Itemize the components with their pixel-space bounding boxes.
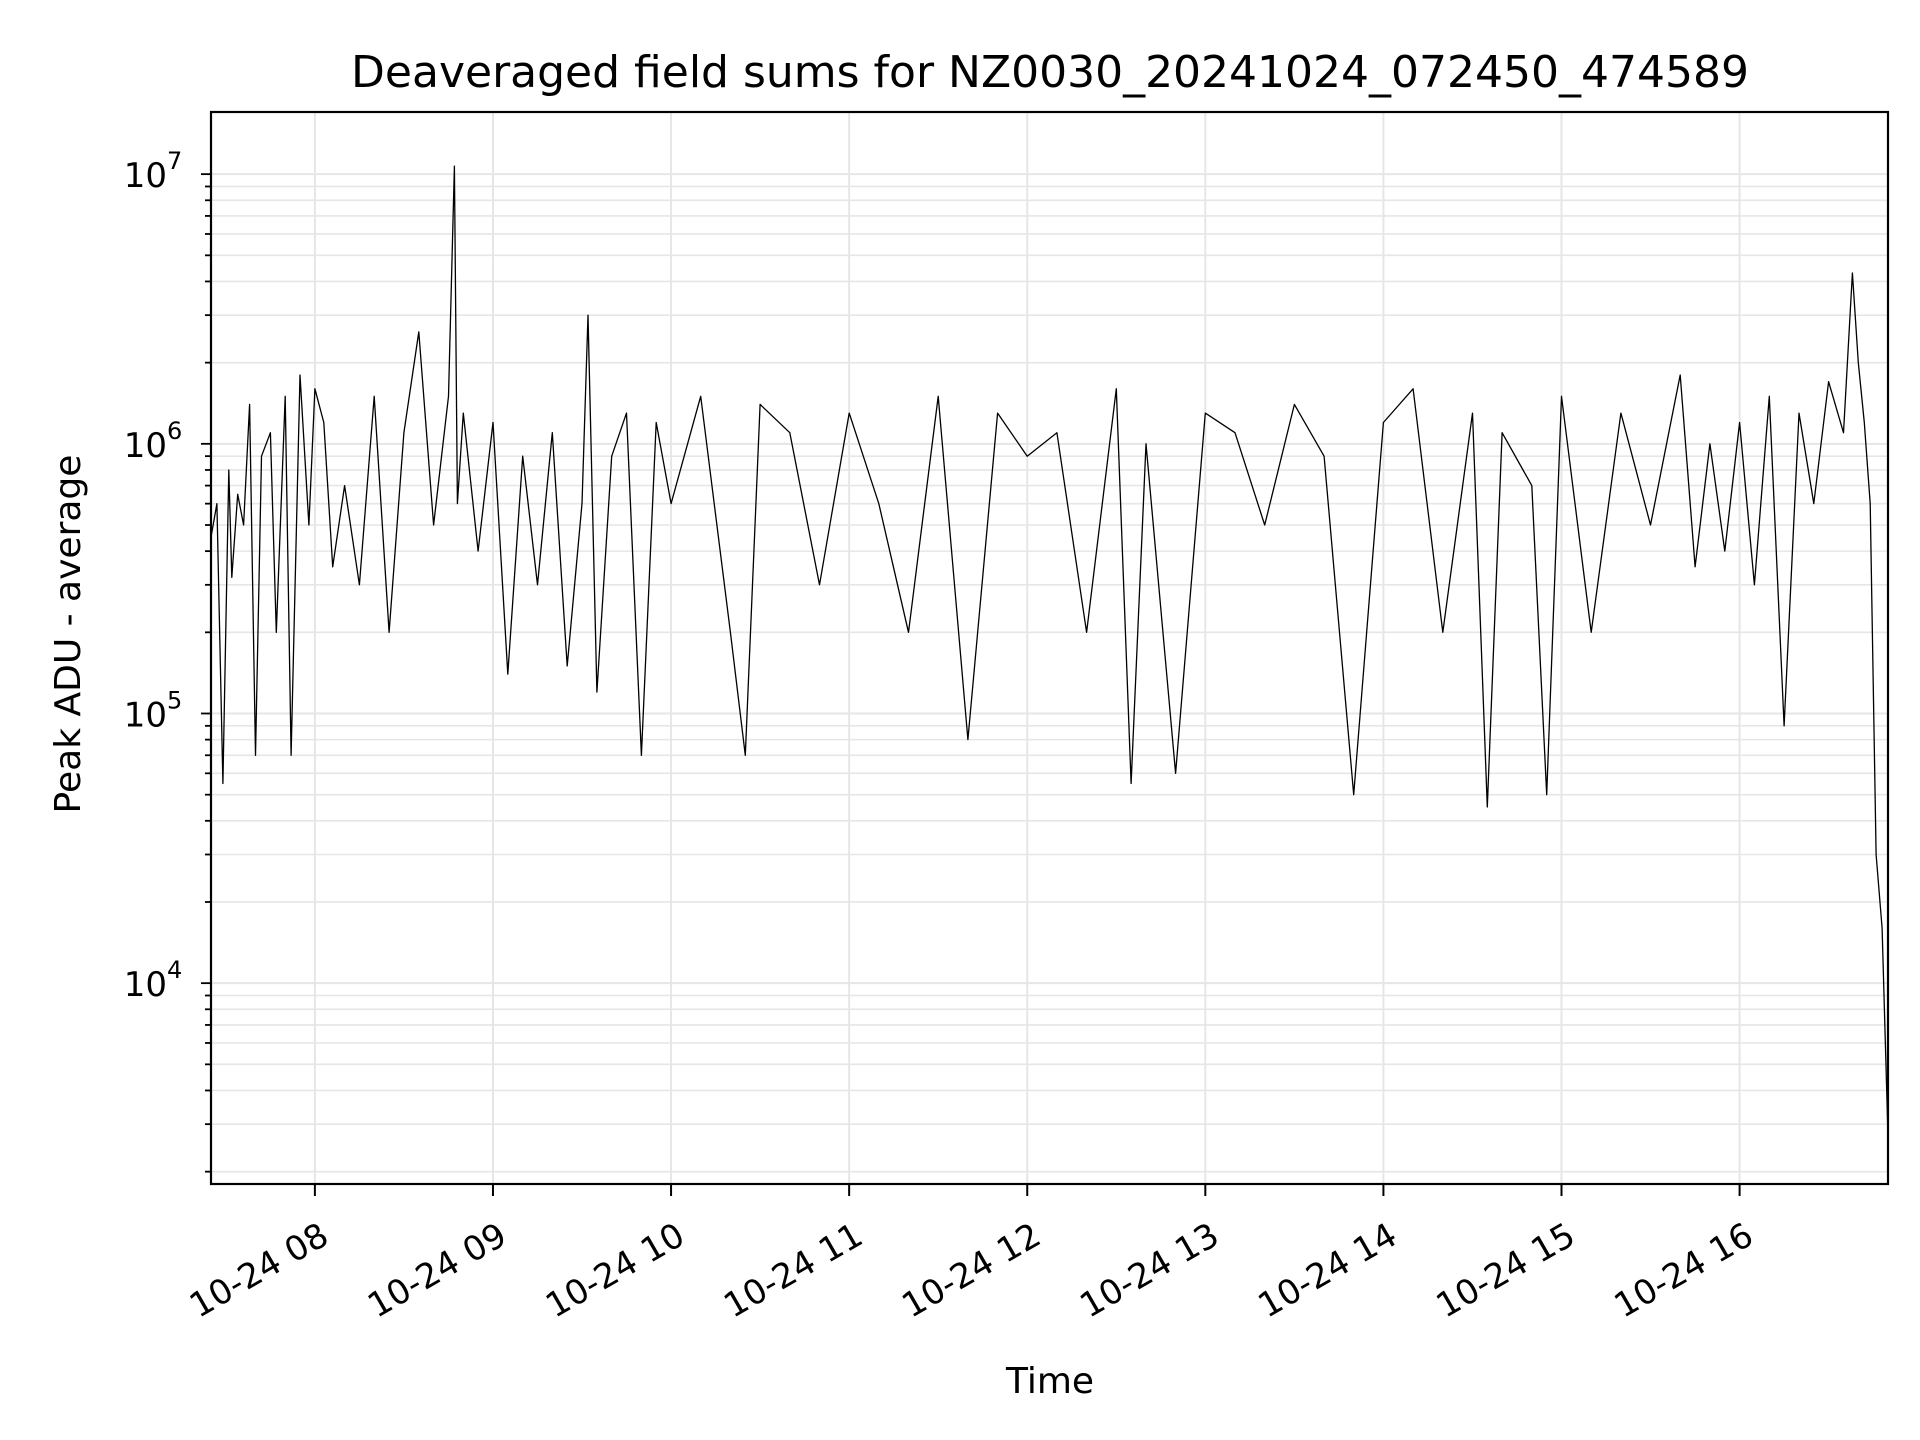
plot-frame (209, 110, 1890, 1186)
x-axis-label: Time (1005, 1361, 1094, 1402)
y-tick-label: 10 (124, 426, 167, 466)
y-tick-label: 10 (124, 695, 167, 735)
y-tick-label: 10 (124, 965, 167, 1005)
chart-title: Deaveraged field sums for NZ0030_2024102… (351, 47, 1749, 98)
grid (211, 112, 1888, 1184)
y-tick-exponent: 5 (167, 686, 182, 714)
y-tick-exponent: 7 (167, 147, 182, 175)
y-tick-label: 10 (124, 156, 167, 196)
series-line (210, 165, 1889, 1137)
y-tick-exponent: 4 (167, 956, 182, 984)
y-axis-label: Peak ADU - average (48, 455, 89, 814)
y-tick-exponent: 6 (167, 417, 182, 445)
